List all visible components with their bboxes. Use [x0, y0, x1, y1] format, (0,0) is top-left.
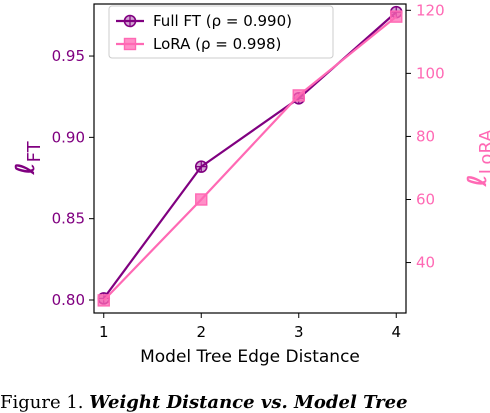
left-axis-title: ℓFT	[11, 140, 45, 175]
series-line	[102, 15, 397, 302]
legend-box	[108, 5, 334, 59]
legend-label: LoRA (ρ = 0.998)	[153, 35, 281, 53]
x-tick-label: 1	[99, 323, 109, 341]
data-point	[292, 89, 305, 102]
caption-prefix: Figure 1.	[0, 392, 84, 413]
right-axis-title-sub: LoRA	[476, 129, 490, 175]
caption-title: Weight Distance vs. Model Tree	[89, 392, 408, 413]
legend-entry: LoRA (ρ = 0.998)	[116, 35, 281, 53]
series-lora	[97, 10, 403, 307]
left-axis-title-sub: FT	[24, 140, 45, 162]
left-tick-label: 0.80	[52, 291, 85, 309]
x-tick-label: 2	[196, 323, 206, 341]
right-tick-label: 100	[416, 64, 445, 82]
legend-entry: Full FT (ρ = 0.990)	[116, 12, 292, 30]
right-tick-label: 60	[416, 190, 435, 208]
left-axis-title-main: ℓ	[11, 162, 41, 175]
x-tick-label: 3	[294, 323, 304, 341]
x-tick-label: 4	[391, 323, 401, 341]
right-axis-title-main: ℓ	[463, 174, 490, 187]
right-axis-title: ℓLoRA	[463, 129, 490, 188]
figure-caption: Figure 1. Weight Distance vs. Model Tree	[0, 392, 408, 413]
x-axis-title: Model Tree Edge Distance	[140, 347, 360, 367]
data-point	[195, 193, 208, 206]
data-point	[390, 10, 403, 23]
legend-marker	[123, 37, 137, 51]
left-tick-label: 0.90	[52, 128, 85, 146]
right-tick-label: 40	[416, 254, 435, 272]
chart: 1 2 3 4 0.80 0.85 0.90 0.95 40 60 80 100 120 Model Tr…	[11, 1, 490, 367]
plot-frame	[93, 3, 407, 314]
data-point	[97, 294, 110, 307]
left-tick-label: 0.95	[52, 47, 85, 65]
left-tick-label: 0.85	[52, 210, 85, 228]
right-tick-label: 80	[416, 127, 435, 145]
legend-label: Full FT (ρ = 0.990)	[153, 12, 292, 30]
right-tick-label: 120	[416, 1, 445, 19]
